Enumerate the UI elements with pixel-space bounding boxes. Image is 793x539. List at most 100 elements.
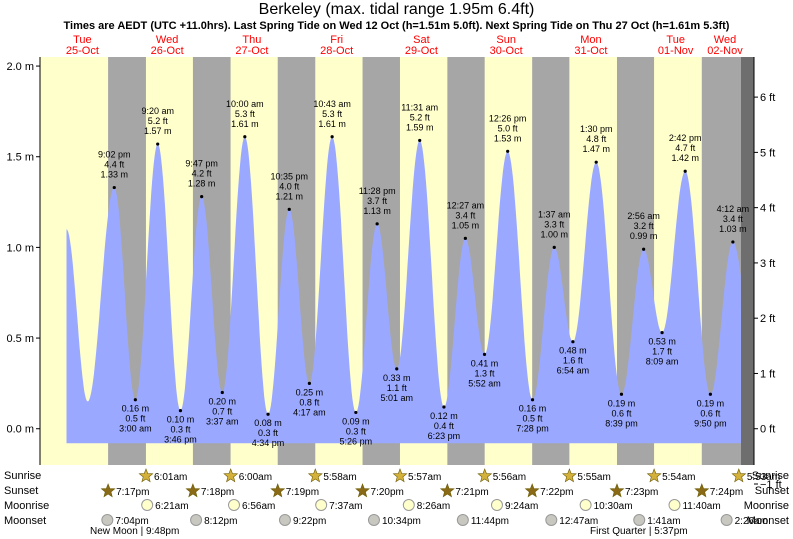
moonset-icon	[190, 514, 203, 526]
low-tide-label: 9:50 pm	[694, 418, 727, 428]
high-tide-label: 11:28 pm	[359, 186, 396, 196]
day-date: 29-Oct	[405, 45, 438, 57]
sunset-time: 7:18pm	[201, 487, 234, 498]
day-name: Tue	[73, 34, 92, 46]
right-axis-tick-label: 2 ft	[760, 313, 775, 325]
moonset-time: 11:44pm	[471, 516, 509, 527]
sunrise-label-right: Sunrise	[751, 470, 789, 482]
moonset-icon	[101, 514, 114, 526]
sunset-time: 7:24pm	[710, 487, 743, 498]
high-tide-label: 5.2 ft	[410, 112, 431, 122]
new-moon-label: New Moon | 9:48pm	[90, 526, 180, 537]
high-tide-label: 5.0 ft	[498, 123, 519, 133]
low-tide-label: 0.25 m	[296, 387, 324, 397]
high-tide-label: 9:47 pm	[185, 159, 218, 169]
sunset-label-right: Sunset	[754, 485, 789, 497]
low-tide-label: 0.8 ft	[299, 397, 320, 407]
high-tide-label: 1.61 m	[231, 119, 259, 129]
day-date: 28-Oct	[320, 45, 353, 57]
high-tide-marker	[683, 169, 687, 173]
moonset-time: 8:12pm	[204, 516, 237, 527]
moonrise-icon	[402, 499, 415, 511]
high-tide-label: 1.13 m	[363, 206, 391, 216]
high-tide-label: 2:42 pm	[669, 133, 702, 143]
sunset-time: 7:21pm	[455, 487, 488, 498]
high-tide-label: 1.59 m	[406, 122, 434, 132]
chart-title: Berkeley (max. tidal range 1.95m 6.4ft)	[258, 1, 535, 18]
sunrise-icon	[392, 468, 408, 483]
right-axis-tick-label: 4 ft	[760, 203, 775, 215]
moonrise-time: 9:24am	[505, 501, 538, 512]
left-axis-tick-label: 1.5 m	[6, 152, 34, 164]
high-tide-label: 1.33 m	[101, 170, 129, 180]
right-axis-tick-label: 1 ft	[760, 368, 775, 380]
right-axis-tick-label: 3 ft	[760, 258, 775, 270]
high-tide-label: 1.05 m	[452, 220, 480, 230]
day-date: 30-Oct	[490, 45, 523, 57]
day-date: 27-Oct	[235, 45, 268, 57]
high-tide-label: 3.4 ft	[723, 214, 744, 224]
moonset-icon	[720, 514, 733, 526]
moonset-time: 2:26am	[735, 516, 768, 527]
high-tide-label: 11:31 am	[401, 102, 438, 112]
low-tide-label: 0.09 m	[342, 416, 370, 426]
low-tide-label: 0.3 ft	[346, 426, 367, 436]
high-tide-marker	[418, 138, 422, 143]
high-tide-label: 5.2 ft	[148, 116, 169, 126]
low-tide-marker	[571, 340, 575, 344]
sunset-time: 7:17pm	[116, 487, 149, 498]
high-tide-label: 0.99 m	[630, 231, 658, 241]
right-axis-tick-label: 6 ft	[760, 92, 775, 104]
sunrise-icon	[477, 468, 493, 483]
day-name: Sun	[496, 34, 516, 46]
low-tide-label: 0.33 m	[383, 373, 411, 383]
tide-area	[66, 136, 741, 444]
left-axis-tick-label: 0.5 m	[6, 333, 34, 345]
high-tide-label: 4.2 ft	[192, 169, 213, 179]
high-tide-label: 10:35 pm	[270, 171, 308, 181]
sunset-time: 7:19pm	[286, 487, 319, 498]
left-axis-tick-label: 1.0 m	[6, 242, 34, 254]
day-date: 01-Nov	[658, 45, 694, 57]
high-tide-label: 4.8 ft	[586, 134, 607, 144]
moonrise-icon	[490, 499, 503, 511]
high-tide-label: 12:26 pm	[489, 113, 527, 123]
right-axis-tick-label: −1 ft	[760, 479, 782, 491]
sunrise-icon	[307, 468, 323, 483]
low-tide-label: 0.19 m	[608, 398, 636, 408]
low-tide-label: 0.12 m	[430, 411, 458, 421]
low-tide-marker	[133, 398, 137, 402]
low-tide-label: 5:01 am	[380, 393, 413, 403]
sunset-icon	[185, 483, 201, 498]
high-tide-label: 1.00 m	[540, 229, 568, 239]
high-tide-marker	[287, 207, 291, 211]
moonset-icon	[545, 514, 558, 526]
high-tide-marker	[200, 195, 204, 199]
moonset-label-right: Moonset	[746, 515, 789, 527]
high-tide-label: 4.7 ft	[675, 143, 696, 153]
day-date: 02-Nov	[707, 45, 743, 57]
high-tide-marker	[243, 135, 247, 139]
low-tide-label: 1.3 ft	[475, 368, 496, 378]
low-tide-marker	[619, 392, 624, 396]
sunrise-time: 6:00am	[239, 472, 272, 483]
low-tide-label: 1.7 ft	[652, 347, 673, 357]
chart-subtitle: Times are AEDT (UTC +11.0hrs). Last Spri…	[63, 20, 730, 32]
moonrise-icon	[579, 499, 592, 511]
low-tide-label: 4:17 am	[293, 407, 326, 417]
sunset-time: 7:23pm	[625, 487, 658, 498]
low-tide-label: 0.16 m	[519, 404, 547, 414]
high-tide-label: 3.4 ft	[455, 210, 476, 220]
left-axis-tick-label: 2.0 m	[6, 61, 34, 73]
low-tide-marker	[442, 405, 446, 409]
low-tide-label: 1.6 ft	[563, 356, 584, 366]
low-tide-label: 0.5 ft	[125, 414, 146, 424]
low-tide-label: 0.10 m	[167, 415, 195, 425]
high-tide-marker	[506, 149, 510, 153]
low-tide-label: 0.6 ft	[611, 408, 632, 418]
day-date: 31-Oct	[574, 45, 607, 57]
moonrise-time: 8:26am	[417, 501, 450, 512]
low-tide-label: 1.1 ft	[387, 383, 408, 393]
moonrise-icon	[227, 499, 240, 511]
high-tide-label: 3.2 ft	[634, 221, 655, 231]
